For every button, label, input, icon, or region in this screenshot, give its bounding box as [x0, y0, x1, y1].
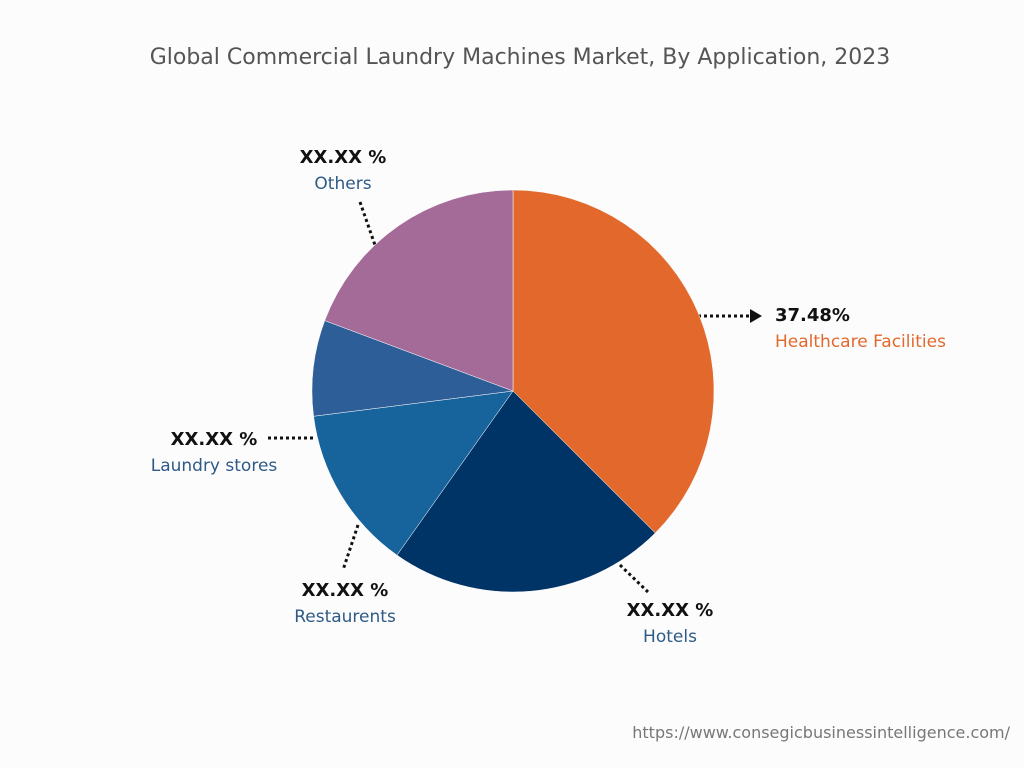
- value-label: XX.XX %: [302, 580, 389, 601]
- value-label: XX.XX %: [171, 429, 258, 450]
- leader-line: [358, 201, 378, 249]
- labels: 37.48% Healthcare Facilities XX.XX % Hotels…: [151, 147, 946, 647]
- category-label: Healthcare Facilities: [775, 332, 946, 352]
- category-label: Others: [314, 174, 371, 194]
- category-label: Restaurents: [294, 607, 396, 627]
- leader-lines: [268, 201, 762, 594]
- arrow-head: [750, 309, 762, 323]
- pie-slice: [311, 320, 514, 417]
- chart-title: Global Commercial Laundry Machines Marke…: [150, 45, 891, 70]
- value-label: 37.48%: [775, 305, 850, 326]
- pie-slice: [396, 390, 656, 593]
- source-url: https://www.consegicbusinessintelligence…: [632, 723, 1010, 742]
- leader-line: [341, 524, 360, 571]
- pie-slice: [512, 189, 715, 534]
- pie: [311, 189, 715, 593]
- value-label: XX.XX %: [300, 147, 387, 168]
- value-label: XX.XX %: [627, 600, 714, 621]
- pie-slice: [324, 189, 514, 392]
- pie-slice: [313, 390, 514, 556]
- category-label: Hotels: [643, 627, 697, 647]
- category-label: Laundry stores: [151, 456, 278, 476]
- leader-line: [618, 563, 650, 594]
